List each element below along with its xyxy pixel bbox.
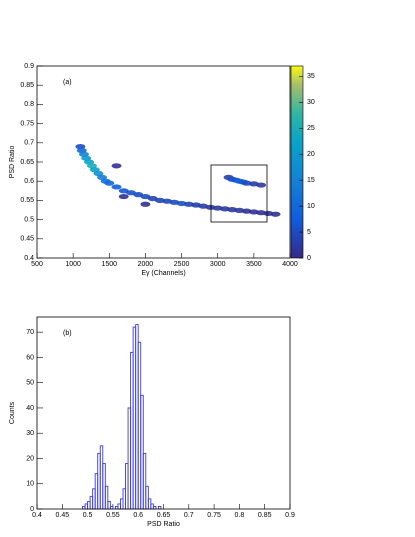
- density-cell: [111, 184, 122, 190]
- x-tick-label: 2000: [138, 261, 154, 268]
- colorbar-tick-label: 15: [307, 177, 315, 184]
- colorbar-tick-label: 0: [307, 255, 311, 262]
- y-tick-label: 0.55: [20, 197, 34, 204]
- x-tick-label: 3000: [210, 261, 226, 268]
- y-tick-label: 0.85: [20, 82, 34, 89]
- y-axis-label: PSD Ratio: [9, 146, 16, 179]
- panel-a: 500 1000 1500 2000 2500 3000 3500 4000 0.4 0.45 0.…: [9, 63, 298, 277]
- colorbar: [290, 65, 304, 259]
- y-tick-label: 0.7: [24, 140, 34, 147]
- y-tick-label: 20: [26, 455, 34, 462]
- density-cell: [104, 180, 115, 186]
- x-axis-label: PSD Ratio: [147, 521, 180, 528]
- x-tick-label: 1500: [101, 261, 117, 268]
- density-cell: [270, 211, 281, 217]
- x-tick-label: 4000: [282, 261, 298, 268]
- x-tick-label: 0.8: [235, 512, 245, 519]
- y-tick-label: 50: [26, 380, 34, 387]
- density-cell: [256, 182, 267, 188]
- y-tick-label: 0: [30, 506, 34, 513]
- x-tick-label: 1000: [65, 261, 81, 268]
- density-cell: [111, 163, 122, 169]
- x-tick-label: 0.6: [133, 512, 143, 519]
- y-tick-label: 0.8: [24, 101, 34, 108]
- panel-b: 0.4 0.45 0.5 0.55 0.6 0.65 0.7 0.75 0.8 0.85 0.9 0 1…: [9, 316, 295, 528]
- highlight-box: [210, 164, 268, 223]
- x-tick-label: 0.55: [106, 512, 120, 519]
- panel-label: (b): [63, 330, 72, 337]
- density-cell: [93, 170, 104, 177]
- colorbar-tick-label: 35: [307, 73, 315, 80]
- y-tick-label: 0.45: [20, 236, 34, 243]
- y-tick-label: 0.65: [20, 159, 34, 166]
- density-cell: [97, 174, 108, 180]
- plot-frame: [36, 65, 291, 259]
- x-tick-label: 0.5: [83, 512, 93, 519]
- x-tick-label: 0.9: [285, 512, 295, 519]
- colorbar-tick-label: 20: [307, 151, 315, 158]
- y-tick-label: 30: [26, 430, 34, 437]
- x-tick-label: 0.65: [157, 512, 171, 519]
- y-tick-label: 40: [26, 405, 34, 412]
- y-tick-label: 0.4: [24, 255, 34, 262]
- colorbar-tick-label: 5: [307, 229, 311, 236]
- colorbar-tick-label: 25: [307, 125, 315, 132]
- y-tick-label: 10: [26, 481, 34, 488]
- x-tick-label: 0.75: [207, 512, 221, 519]
- x-tick-label: 0.4: [32, 512, 42, 519]
- y-tick-label: 0.9: [24, 63, 34, 70]
- y-tick-label: 0.6: [24, 178, 34, 185]
- colorbar-tick-label: 30: [307, 99, 315, 106]
- x-axis-label: Eγ (Channels): [141, 270, 185, 277]
- plot-frame: [36, 316, 291, 510]
- density-cell: [118, 193, 129, 200]
- panel-label: (a): [63, 79, 72, 86]
- y-tick-label: 70: [26, 329, 34, 336]
- x-tick-label: 0.45: [55, 512, 69, 519]
- x-tick-label: 500: [31, 261, 43, 268]
- y-tick-label: 0.75: [20, 120, 34, 127]
- y-axis-label: Counts: [9, 401, 16, 424]
- y-tick-label: 0.5: [24, 216, 34, 223]
- x-tick-label: 2500: [174, 261, 190, 268]
- x-tick-label: 0.7: [184, 512, 194, 519]
- density-cell: [140, 201, 151, 207]
- x-tick-label: 3500: [246, 261, 262, 268]
- y-tick-label: 60: [26, 354, 34, 361]
- colorbar-tick-label: 10: [307, 203, 315, 210]
- x-tick-label: 0.85: [258, 512, 272, 519]
- density-cell: [89, 167, 100, 173]
